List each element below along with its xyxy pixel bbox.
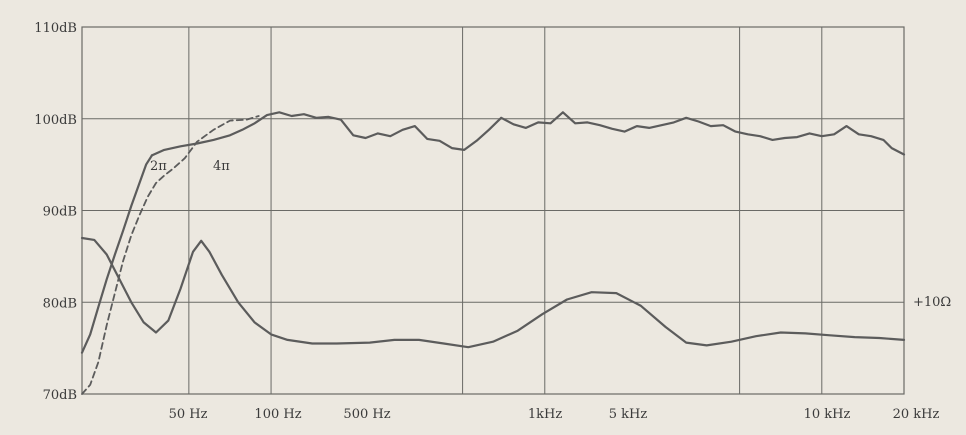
x-tick-label: 500 Hz — [343, 407, 390, 422]
annotations: 2π 4π +10Ω — [150, 159, 951, 310]
y-tick-label: 80dB — [43, 296, 77, 311]
x-tick-label: 100 Hz — [254, 407, 301, 422]
curve-2pi — [80, 154, 153, 354]
curve-response — [150, 111, 906, 157]
x-tick-label: 1kHz — [528, 407, 562, 422]
curve-impedance — [80, 236, 906, 349]
annotation-4pi: 4π — [213, 159, 230, 174]
x-tick-label: 5 kHz — [609, 407, 648, 422]
x-tick-label: 50 Hz — [169, 407, 208, 422]
y-tick-label: 70dB — [43, 388, 77, 403]
plot-frame — [81, 26, 905, 395]
y-axis-ticks: 70dB 80dB 90dB 100dB 110dB — [34, 21, 77, 403]
y-tick-label: 90dB — [43, 205, 77, 220]
x-tick-label: 20 kHz — [893, 407, 940, 422]
curves — [80, 111, 906, 395]
x-tick-label: 10 kHz — [804, 407, 851, 422]
annotation-2pi: 2π — [150, 159, 167, 174]
annotation-impedance-scale: +10Ω — [913, 295, 951, 310]
y-tick-label: 110dB — [34, 21, 77, 36]
y-tick-label: 100dB — [34, 113, 77, 128]
x-axis-ticks: 50 Hz 100 Hz 500 Hz 1kHz 5 kHz 10 kHz 20 kHz — [169, 407, 940, 422]
